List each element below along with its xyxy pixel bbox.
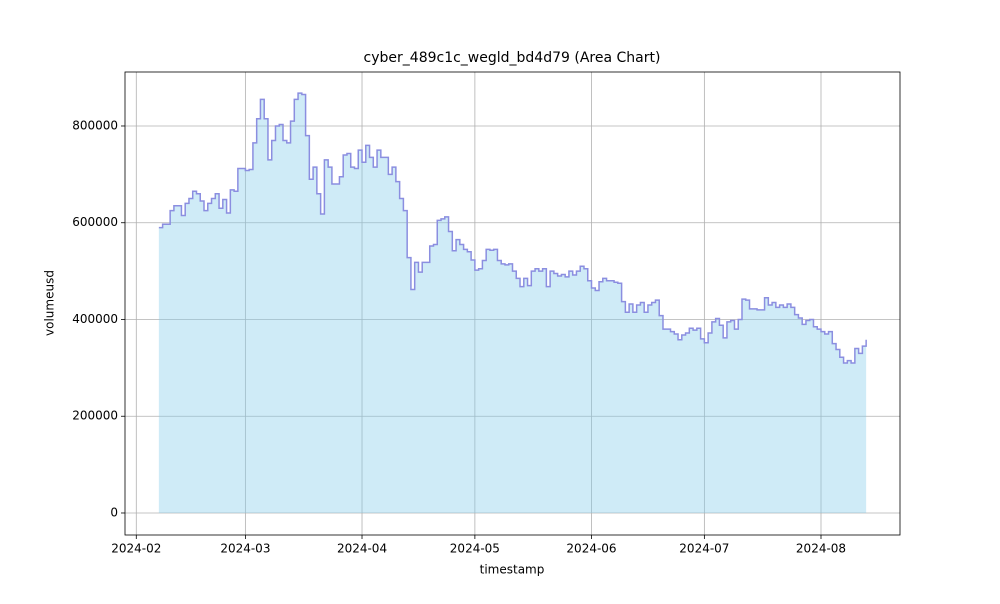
y-tick-label: 800000: [72, 118, 118, 132]
x-tick-label: 2024-08: [796, 542, 846, 556]
y-tick-label: 600000: [72, 215, 118, 229]
area-line: [158, 92, 867, 364]
x-tick-label: 2024-07: [679, 542, 729, 556]
x-axis-label: timestamp: [480, 563, 545, 577]
x-tick-label: 2024-02: [111, 542, 161, 556]
y-tick-label: 200000: [72, 409, 118, 423]
y-tick-label: 400000: [72, 312, 118, 326]
area-fill: [158, 93, 867, 513]
x-tick-label: 2024-04: [337, 542, 387, 556]
y-axis-label: volumeusd: [43, 270, 57, 336]
x-tick-label: 2024-05: [450, 542, 500, 556]
plot-frame: [124, 71, 901, 536]
x-tick-label: 2024-06: [566, 542, 616, 556]
y-tick-label: 0: [110, 505, 118, 519]
chart-title: cyber_489c1c_wegld_bd4d79 (Area Chart): [364, 50, 661, 66]
x-tick-label: 2024-03: [220, 542, 270, 556]
